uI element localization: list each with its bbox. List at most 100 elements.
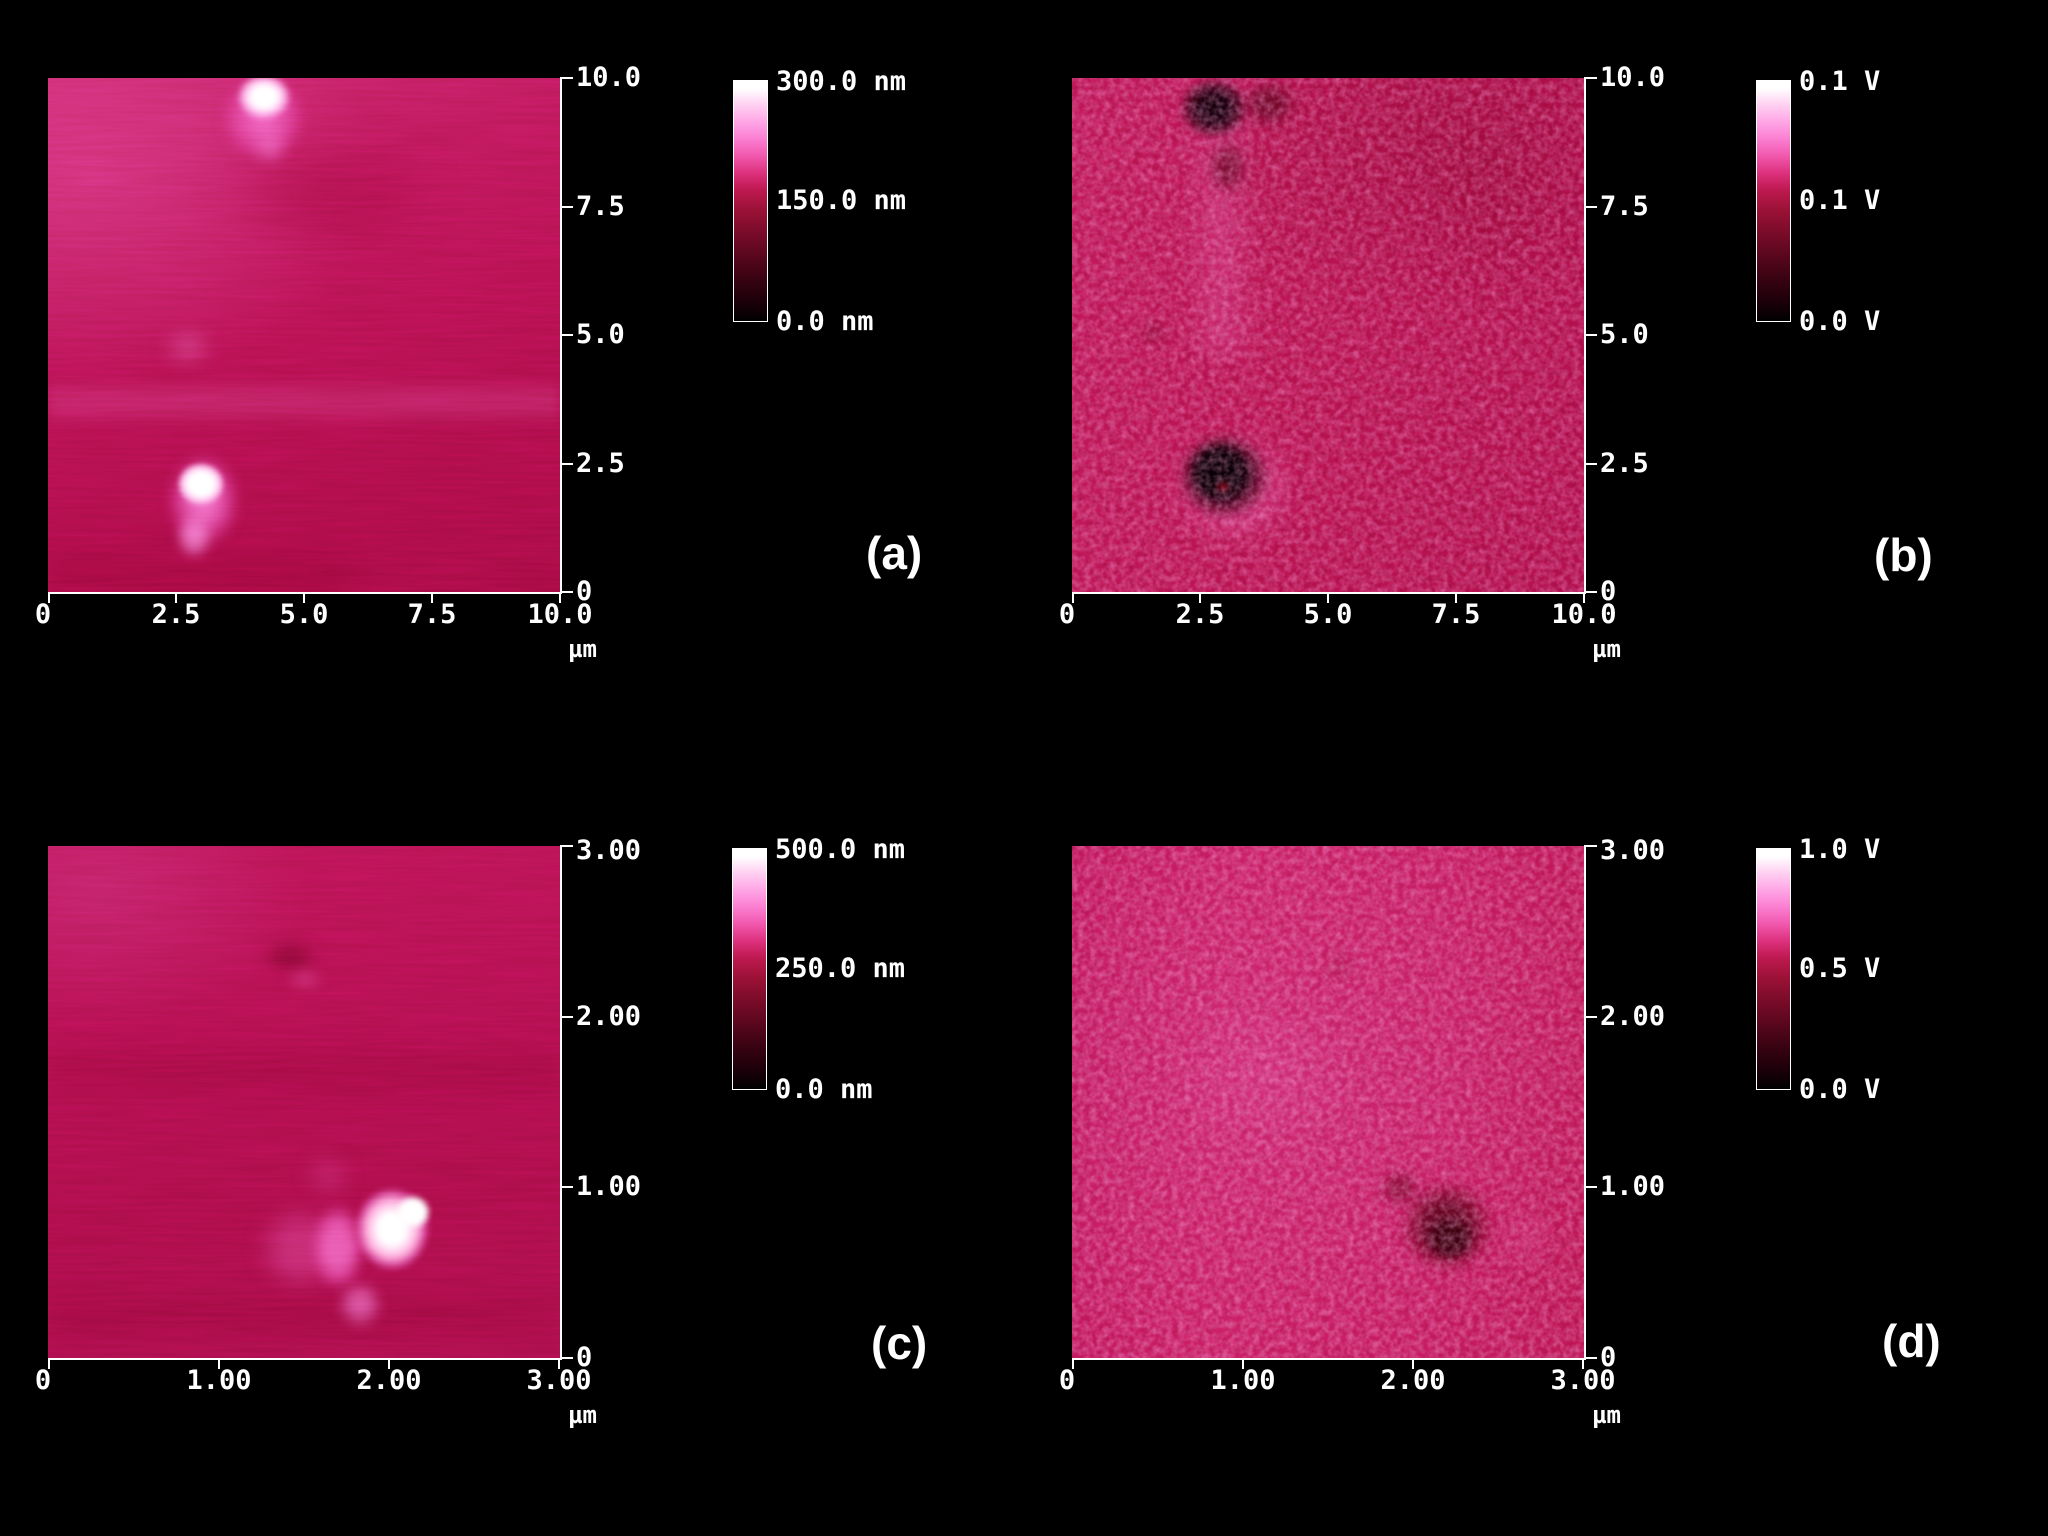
y-tick-label: 1.00: [576, 1171, 642, 1202]
axis-unit-label: µm: [568, 1401, 597, 1429]
y-tick-label: 0: [576, 576, 593, 607]
x-tick-label: 10.0: [1551, 599, 1617, 630]
colorbar-max-label: 300.0 nm: [776, 66, 907, 97]
colorbar-mid-label: 0.5 V: [1799, 953, 1881, 984]
scan-noise-texture: [1072, 846, 1584, 1358]
afm-scan-image-b: [1072, 78, 1584, 592]
y-tick-label: 0: [1600, 1342, 1617, 1373]
axis-unit-label: µm: [1592, 1401, 1621, 1429]
y-tick: [560, 1186, 573, 1188]
y-tick-label: 5.0: [576, 319, 625, 350]
x-tick: [431, 592, 433, 603]
x-tick: [1072, 1358, 1074, 1369]
y-tick-label: 2.00: [1600, 1001, 1666, 1032]
axis-unit-label: µm: [1592, 635, 1621, 663]
x-tick: [1242, 1358, 1244, 1369]
x-tick-label: 0: [34, 599, 52, 630]
x-tick: [388, 1358, 390, 1369]
x-tick-label: 0: [1058, 599, 1076, 630]
x-tick: [1072, 592, 1074, 603]
x-tick-label: 5.0: [279, 599, 329, 630]
colorbar-max-label: 1.0 V: [1799, 834, 1881, 865]
x-tick-label: 1.00: [1210, 1365, 1276, 1396]
colorbar-gradient: [732, 848, 767, 1090]
y-tick: [1584, 206, 1597, 208]
x-tick: [1327, 592, 1329, 603]
y-tick: [560, 845, 573, 847]
panel-b: 10.0 7.5 5.0 2.5 0 0 2.5 5.0 7.5 10.0 µm: [1059, 64, 1665, 664]
panel-letter-a: (a): [866, 527, 923, 579]
x-tick-label: 3.00: [1550, 1365, 1616, 1396]
panel-letter-d: (d): [1882, 1315, 1941, 1367]
panel-letter-b: (b): [1874, 529, 1933, 581]
x-tick: [558, 1358, 560, 1369]
x-tick-label: 10.0: [527, 599, 593, 630]
y-tick: [1584, 1186, 1597, 1188]
x-tick: [218, 1358, 220, 1369]
x-tick-label: 0: [1058, 1365, 1076, 1396]
y-tick: [560, 206, 573, 208]
x-tick: [303, 592, 305, 603]
afm-scan-image-c: [48, 846, 560, 1358]
y-tick: [560, 1016, 573, 1018]
x-tick-label: 3.00: [526, 1365, 592, 1396]
panel-a: 10.0 7.5 5.0 2.5 0 0 2.5 5.0 7.5 10.0 µm: [35, 64, 641, 664]
y-tick-label: 7.5: [576, 191, 625, 222]
y-tick: [1584, 463, 1597, 465]
panel-letter-c: (c): [871, 1317, 928, 1369]
x-tick: [48, 1358, 50, 1369]
panel-c: 3.00 2.00 1.00 0 0 1.00 2.00 3.00 µm: [35, 837, 641, 1430]
x-tick-label: 2.00: [1380, 1365, 1446, 1396]
x-tick: [175, 592, 177, 603]
x-tick: [48, 592, 50, 603]
x-tick-label: 7.5: [407, 599, 457, 630]
colorbar-min-label: 0.0 V: [1799, 1074, 1881, 1105]
panel-d: 3.00 2.00 1.00 0 0 1.00 2.00 3.00 µm: [1059, 837, 1665, 1430]
axis-unit-label: µm: [568, 635, 597, 663]
x-tick-label: 7.5: [1431, 599, 1481, 630]
x-tick-label: 2.5: [1175, 599, 1225, 630]
y-tick-label: 10.0: [576, 62, 642, 93]
colorbar-mid-label: 0.1 V: [1799, 185, 1881, 216]
x-tick-label: 0: [34, 1365, 52, 1396]
y-tick-label: 0: [576, 1342, 593, 1373]
y-tick: [560, 77, 573, 79]
x-tick: [559, 592, 561, 603]
y-tick: [1584, 845, 1597, 847]
colorbar-max-label: 500.0 nm: [775, 834, 906, 865]
scan-noise-texture: [48, 78, 560, 592]
y-tick: [1584, 1016, 1597, 1018]
scan-noise-texture: [48, 846, 560, 1358]
x-tick-label: 2.5: [151, 599, 201, 630]
y-tick: [560, 463, 573, 465]
y-tick-label: 10.0: [1600, 62, 1666, 93]
colorbar-gradient: [1756, 848, 1791, 1090]
x-tick-label: 1.00: [186, 1365, 252, 1396]
scan-noise-texture: [1072, 78, 1584, 592]
colorbar-mid-label: 250.0 nm: [775, 953, 906, 984]
colorbar-max-label: 0.1 V: [1799, 66, 1881, 97]
colorbar-gradient: [1756, 80, 1791, 322]
y-tick: [1584, 334, 1597, 336]
y-tick-label: 5.0: [1600, 319, 1649, 350]
x-tick-label: 2.00: [356, 1365, 422, 1396]
afm-scan-image-d: [1072, 846, 1584, 1358]
y-tick-label: 7.5: [1600, 191, 1649, 222]
y-tick: [560, 1357, 573, 1359]
y-tick-label: 2.00: [576, 1001, 642, 1032]
y-tick-label: 3.00: [1600, 835, 1666, 866]
colorbar-mid-label: 150.0 nm: [776, 185, 907, 216]
colorbar-min-label: 0.0 nm: [775, 1074, 873, 1105]
x-tick-label: 5.0: [1303, 599, 1353, 630]
y-tick-label: 2.5: [1600, 448, 1649, 479]
x-tick: [1199, 592, 1201, 603]
x-tick: [1582, 1358, 1584, 1369]
x-tick: [1412, 1358, 1414, 1369]
y-tick-label: 1.00: [1600, 1171, 1666, 1202]
colorbar-min-label: 0.0 V: [1799, 306, 1881, 337]
x-tick: [1583, 592, 1585, 603]
y-tick-label: 2.5: [576, 448, 625, 479]
colorbar-gradient: [733, 80, 768, 322]
x-tick: [1455, 592, 1457, 603]
